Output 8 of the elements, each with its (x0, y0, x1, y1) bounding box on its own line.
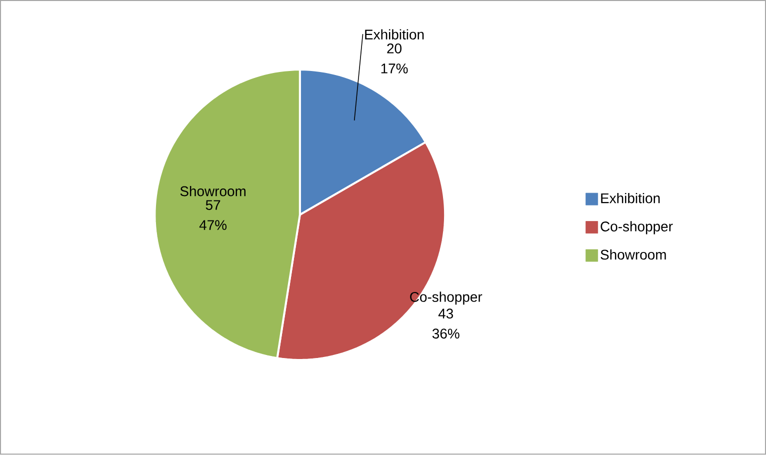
legend-label: Showroom (600, 250, 666, 260)
data-label: 43 36% (432, 308, 460, 339)
legend-label: Exhibition (601, 193, 660, 204)
data-label: 20 17% (381, 44, 408, 74)
legend-label: Co-shopper (600, 221, 673, 234)
slice-label: Exhibition (365, 29, 424, 40)
slice-label: Showroom (180, 186, 246, 196)
data-label: 57 47% (199, 200, 227, 230)
